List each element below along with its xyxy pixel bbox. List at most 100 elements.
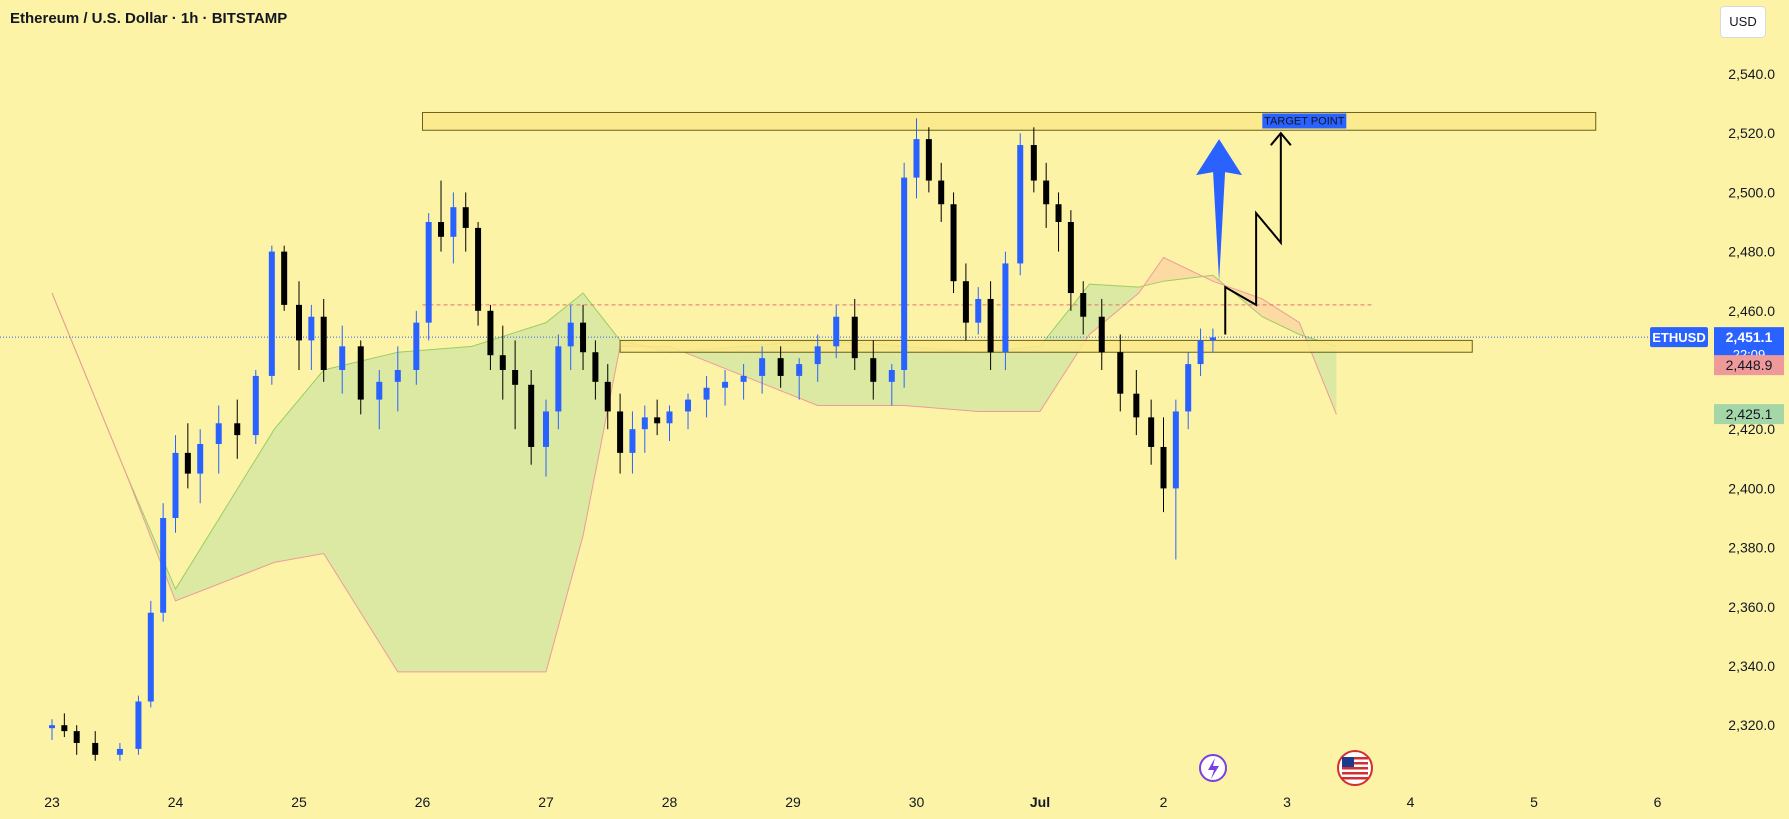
candle-body — [116, 748, 123, 755]
candle-body — [234, 423, 241, 436]
candle-body — [580, 322, 587, 353]
candle-body — [1017, 145, 1024, 264]
candle-body — [1133, 393, 1140, 418]
candle-body — [925, 139, 932, 181]
zone-support[interactable] — [619, 339, 1473, 353]
cloud-segment — [1262, 298, 1300, 335]
candle-body — [1055, 204, 1062, 222]
currency-button[interactable]: USD — [1720, 6, 1766, 38]
candle-body — [703, 387, 710, 400]
candle-body — [870, 358, 877, 382]
candle-body — [135, 701, 142, 749]
last-price-tag: 2,451.1 — [1726, 329, 1773, 345]
candle-body — [281, 251, 288, 305]
lightning-bolt — [1208, 758, 1219, 779]
candle-body — [1043, 180, 1050, 205]
candle-body — [641, 417, 648, 430]
candle-body — [987, 298, 994, 353]
candle-body — [308, 316, 315, 341]
x-tick-label: 3 — [1283, 794, 1291, 810]
x-tick-label: 5 — [1530, 794, 1538, 810]
projection-arrowhead — [1270, 131, 1292, 146]
candle-body — [450, 207, 457, 237]
candle-body — [462, 207, 469, 228]
candle-body — [888, 370, 895, 382]
candle-body — [617, 411, 624, 453]
candle-body — [1080, 293, 1087, 317]
candle-body — [654, 417, 661, 424]
cloud-segment — [471, 322, 546, 672]
cloud-segment — [274, 370, 324, 563]
candle-body — [512, 370, 519, 385]
price-label-bg — [1714, 355, 1784, 376]
candle-body — [73, 731, 80, 743]
flag-stripe — [1342, 767, 1368, 770]
candle-body — [1067, 222, 1074, 294]
candle-body — [901, 177, 908, 370]
y-tick-label: 2,360.0 — [1728, 599, 1775, 615]
candle-body — [1172, 411, 1179, 489]
chart-title: Ethereum / U.S. Dollar · 1h · BITSTAMP — [10, 10, 288, 27]
candle-body — [962, 281, 969, 323]
candle-body — [1148, 417, 1155, 447]
candle-body — [833, 316, 840, 347]
candle-body — [1209, 337, 1216, 341]
price-label: 2,425.1 — [1726, 406, 1773, 422]
candle-body — [425, 222, 432, 323]
candle-body — [320, 316, 327, 370]
candle-body — [215, 423, 222, 444]
x-tick-label: Jul — [1030, 794, 1050, 810]
cloud-segment — [978, 346, 1040, 412]
candle-body — [528, 384, 535, 447]
x-tick-label: 27 — [538, 794, 554, 810]
candle-body — [759, 358, 766, 376]
candle-body — [296, 304, 302, 341]
flag-canton — [1342, 757, 1354, 767]
candle-body — [339, 346, 346, 370]
candle-body — [92, 742, 99, 755]
candle-body — [1117, 352, 1124, 394]
x-tick-label: 29 — [785, 794, 801, 810]
x-tick-label: 26 — [415, 794, 431, 810]
cloud-segment — [546, 293, 584, 672]
candle-body — [499, 355, 506, 370]
cloud-segment — [397, 346, 472, 672]
x-tick-label: 25 — [291, 794, 307, 810]
cloud-segment — [323, 352, 398, 672]
projection-path — [1224, 133, 1282, 335]
candle-body — [685, 399, 692, 412]
candle-body — [938, 180, 945, 205]
candle-body — [913, 139, 920, 178]
candle-body — [1185, 364, 1192, 412]
zone-resistance[interactable] — [422, 111, 1597, 131]
candle-body — [950, 204, 957, 282]
up-arrow — [1196, 139, 1243, 282]
y-tick-label: 2,480.0 — [1728, 244, 1775, 260]
candle-body — [604, 381, 611, 412]
candle-body — [268, 251, 275, 376]
cloud-segment — [817, 340, 905, 406]
x-tick-label: 6 — [1654, 794, 1662, 810]
candle-body — [796, 364, 803, 376]
flag-stripe — [1342, 762, 1368, 765]
candle-body — [851, 316, 858, 359]
target-label: TARGET POINT — [1264, 115, 1345, 127]
candle-body — [629, 429, 636, 453]
x-tick-label: 28 — [662, 794, 678, 810]
price-label-bg — [1714, 404, 1784, 425]
candle-body — [487, 310, 494, 356]
candle-body — [567, 322, 574, 347]
y-tick-label: 2,540.0 — [1728, 66, 1775, 82]
candle-body — [252, 375, 259, 436]
x-tick-label: 30 — [909, 794, 925, 810]
flag-stripe — [1342, 777, 1368, 780]
y-tick-label: 2,400.0 — [1728, 480, 1775, 496]
candle-body — [197, 444, 204, 474]
y-tick-label: 2,380.0 — [1728, 540, 1775, 556]
candle-body — [740, 375, 747, 382]
symbol-tag-bg — [1650, 327, 1708, 348]
price-label: 2,448.9 — [1726, 357, 1773, 373]
candle-body — [438, 222, 445, 237]
cloud-segment — [583, 293, 621, 536]
